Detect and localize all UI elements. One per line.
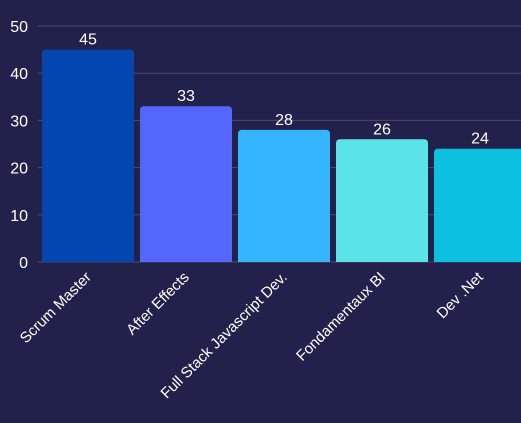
value-label: 45	[79, 32, 97, 49]
y-tick-label: 0	[19, 255, 28, 272]
value-labels: 45 33 28 26 24	[79, 32, 489, 148]
category-label: After Effects	[123, 269, 193, 339]
bar[interactable]	[42, 49, 134, 262]
y-tick-label: 40	[10, 66, 28, 83]
bar[interactable]	[238, 129, 330, 262]
y-tick-label: 10	[10, 208, 28, 225]
value-label: 28	[275, 112, 293, 129]
y-tick-label: 50	[10, 19, 28, 36]
category-label: Fondamentaux BI	[293, 269, 389, 365]
value-label: 26	[373, 121, 391, 138]
value-label: 24	[471, 131, 489, 148]
category-label: Scrum Master	[17, 269, 95, 347]
bar[interactable]	[140, 106, 232, 263]
y-tick-label: 20	[10, 161, 28, 178]
value-label: 33	[177, 88, 195, 105]
category-label: Dev .Net	[434, 268, 488, 322]
y-tick-label: 30	[10, 113, 28, 130]
y-axis-ticks: 0 10 20 30 40 50	[10, 19, 28, 272]
bars	[42, 49, 521, 263]
bar[interactable]	[336, 139, 428, 262]
bar[interactable]	[434, 148, 521, 262]
